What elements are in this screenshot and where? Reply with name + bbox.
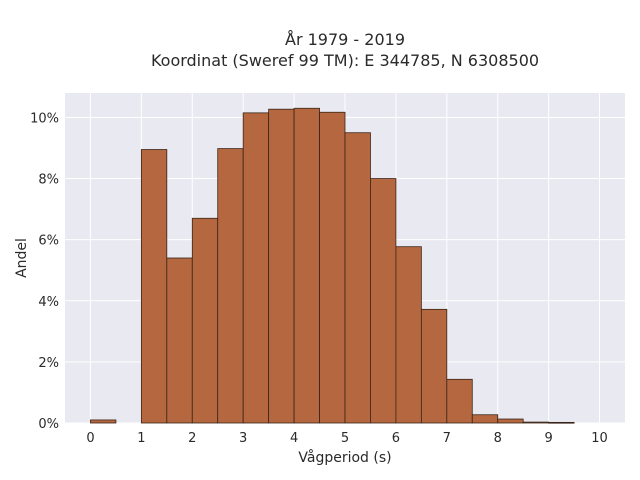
histogram-bar <box>420 308 448 424</box>
x-tick-label: 10 <box>591 431 608 446</box>
x-tick-label: 1 <box>137 431 145 446</box>
histogram-bar <box>497 418 524 424</box>
y-tick-label: 0% <box>38 417 59 432</box>
chart-title-line-1: År 1979 - 2019 <box>285 30 405 49</box>
x-tick-labels: 0 1 2 3 4 5 6 7 8 9 10 <box>86 431 608 446</box>
chart-title-line-2: Koordinat (Sweref 99 TM): E 344785, N 63… <box>151 51 539 70</box>
histogram-bar <box>90 419 117 424</box>
histogram-bar <box>344 132 371 424</box>
histogram-bar <box>166 257 193 424</box>
x-tick-label: 7 <box>443 431 451 446</box>
y-tick-label: 8% <box>38 173 59 188</box>
histogram-bar <box>395 246 422 424</box>
x-tick-label: 9 <box>544 431 552 446</box>
histogram-bar <box>217 148 244 424</box>
histogram-bar <box>548 421 575 424</box>
histogram-bar <box>140 149 168 424</box>
histogram-bar <box>268 108 295 424</box>
x-tick-label: 3 <box>239 431 247 446</box>
x-tick-label: 0 <box>86 431 94 446</box>
histogram-bar <box>242 112 270 424</box>
y-tick-label: 2% <box>38 356 59 371</box>
x-tick-label: 4 <box>290 431 298 446</box>
y-tick-label: 6% <box>38 234 59 249</box>
histogram-bar <box>319 111 346 424</box>
x-axis-label: Vågperiod (s) <box>298 449 391 466</box>
histogram-bar <box>370 178 397 424</box>
y-tick-label: 4% <box>38 295 59 310</box>
histogram-bar <box>191 217 219 424</box>
bars <box>90 107 575 424</box>
x-tick-label: 2 <box>188 431 196 446</box>
y-tick-labels: 0% 2% 4% 6% 8% 10% <box>30 111 59 432</box>
histogram-bar <box>293 107 320 424</box>
x-tick-label: 5 <box>341 431 349 446</box>
x-tick-label: 8 <box>494 431 502 446</box>
x-tick-label: 6 <box>392 431 400 446</box>
histogram-bar <box>522 421 550 424</box>
histogram-bar <box>471 414 499 424</box>
histogram-bar <box>446 378 473 424</box>
y-tick-label: 10% <box>30 111 59 126</box>
y-axis-label: Andel <box>14 238 30 278</box>
